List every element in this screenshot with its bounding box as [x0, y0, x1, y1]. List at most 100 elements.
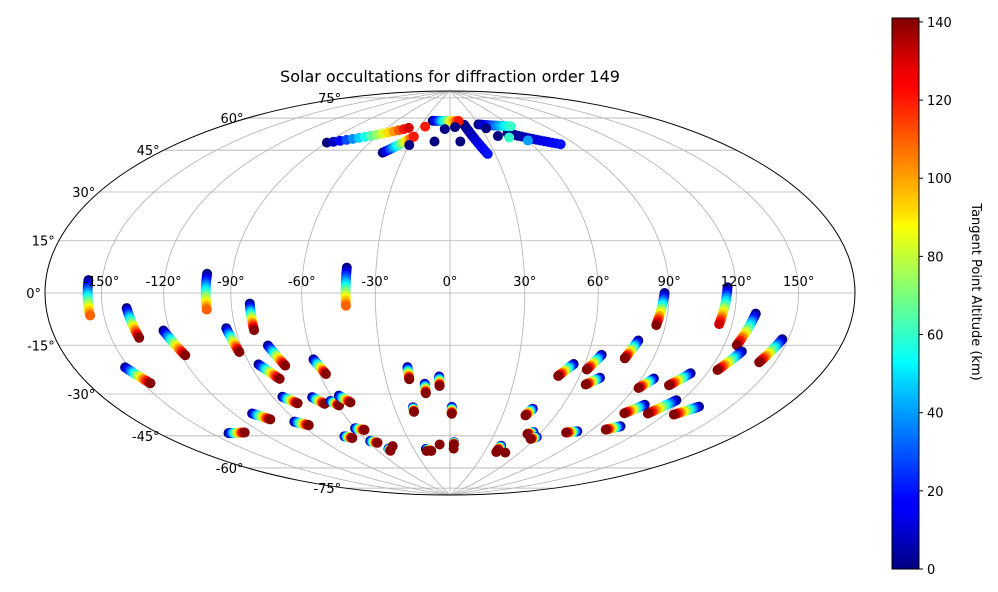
data-point	[403, 122, 414, 133]
data-point	[580, 379, 591, 390]
occultation-track	[158, 325, 191, 361]
data-point	[292, 398, 303, 409]
data-point	[619, 353, 630, 364]
latitude-tick-labels: -75° -60° -45° -30° -15° 0° 15° 30° 45° 60° 75°	[26, 92, 341, 497]
data-point	[714, 319, 725, 330]
data-point	[581, 364, 592, 375]
data-point	[320, 369, 331, 380]
data-point	[249, 325, 260, 336]
data-point	[450, 122, 460, 133]
data-point	[561, 427, 572, 438]
lon-tick-label: -60°	[288, 275, 316, 290]
data-point	[651, 320, 662, 331]
data-point	[455, 136, 466, 147]
lon-tick-label: -90°	[217, 275, 245, 290]
data-point	[446, 408, 457, 419]
occultation-track	[307, 392, 330, 409]
colorbar-tick-label: 100	[927, 172, 952, 187]
occultation-track	[642, 395, 682, 419]
lat-tick-label: -30°	[68, 388, 96, 403]
occultation-track	[82, 275, 96, 321]
data-point	[482, 148, 493, 159]
lat-tick-label: 30°	[72, 186, 95, 201]
data-point	[448, 443, 459, 454]
occultation-track	[419, 378, 431, 399]
grid-meridian	[449, 90, 800, 496]
occultation-track	[664, 368, 696, 391]
occultation-track	[308, 354, 331, 380]
colorbar-tick-label: 40	[927, 407, 944, 422]
data-point	[409, 406, 420, 417]
occultation-track	[580, 372, 605, 390]
occultation-track	[561, 426, 583, 438]
lat-tick-label: 15°	[32, 235, 55, 250]
data-point	[234, 347, 245, 358]
lat-tick-label: -60°	[216, 462, 244, 477]
occultation-track	[459, 119, 493, 159]
data-point	[420, 388, 431, 399]
lon-tick-label: 60°	[587, 275, 610, 290]
occultation-track	[473, 119, 516, 132]
data-point	[642, 408, 653, 419]
occultation-track	[581, 349, 607, 375]
grid-meridian	[163, 90, 451, 496]
lat-tick-label: -45°	[132, 430, 160, 445]
data-point	[420, 121, 431, 132]
occultation-track	[712, 346, 747, 375]
occultation-track	[244, 298, 260, 336]
lat-tick-label: 45°	[137, 144, 160, 159]
occultation-track	[325, 396, 345, 411]
data-point	[372, 437, 383, 448]
data-point	[434, 439, 445, 450]
occultation-track	[247, 408, 276, 425]
grid-meridian	[449, 90, 737, 496]
data-marks	[82, 115, 788, 458]
data-point	[555, 139, 566, 150]
data-point	[500, 447, 511, 458]
occultation-track	[365, 436, 383, 448]
data-point	[434, 381, 445, 392]
occultation-track	[619, 399, 650, 419]
lat-tick-label: 75°	[318, 92, 341, 107]
data-point	[504, 132, 515, 143]
occultation-track	[434, 371, 445, 392]
lon-tick-label: 150°	[783, 275, 814, 290]
colorbar-label: Tangent Point Altitude (km)	[968, 202, 983, 380]
occultation-track	[525, 431, 542, 444]
occultation-track	[407, 402, 420, 417]
occultation-track	[651, 288, 670, 331]
colorbar-tick-label: 120	[927, 94, 952, 109]
colorbar	[891, 17, 920, 570]
data-point	[201, 304, 212, 315]
lon-tick-label: 120°	[721, 275, 752, 290]
data-point	[481, 123, 492, 134]
data-point	[280, 360, 291, 371]
map-outline	[44, 90, 856, 496]
data-point	[180, 350, 191, 361]
lon-tick-label: -120°	[146, 275, 182, 290]
occultation-track	[221, 323, 245, 358]
occultation-track	[377, 131, 419, 158]
data-point	[145, 378, 156, 389]
lat-tick-label: -75°	[313, 482, 341, 497]
colorbar-tick-label: 0	[927, 563, 935, 578]
colorbar-tick-label: 140	[927, 16, 952, 31]
data-point	[274, 373, 285, 384]
occultation-track	[402, 362, 415, 385]
data-point	[404, 140, 415, 151]
data-point	[505, 121, 516, 132]
data-point	[408, 131, 419, 142]
occultation-track	[668, 401, 705, 420]
lon-tick-label: -30°	[361, 275, 389, 290]
data-point	[429, 136, 440, 147]
data-point	[600, 424, 611, 435]
data-point	[553, 370, 564, 381]
occultation-track	[350, 423, 370, 435]
occultation-track	[121, 303, 145, 343]
data-point	[492, 131, 503, 142]
data-point	[668, 409, 679, 420]
occultation-track	[200, 268, 213, 315]
occultation-track	[289, 416, 314, 431]
occultation-track	[333, 390, 356, 408]
data-point	[754, 357, 765, 368]
